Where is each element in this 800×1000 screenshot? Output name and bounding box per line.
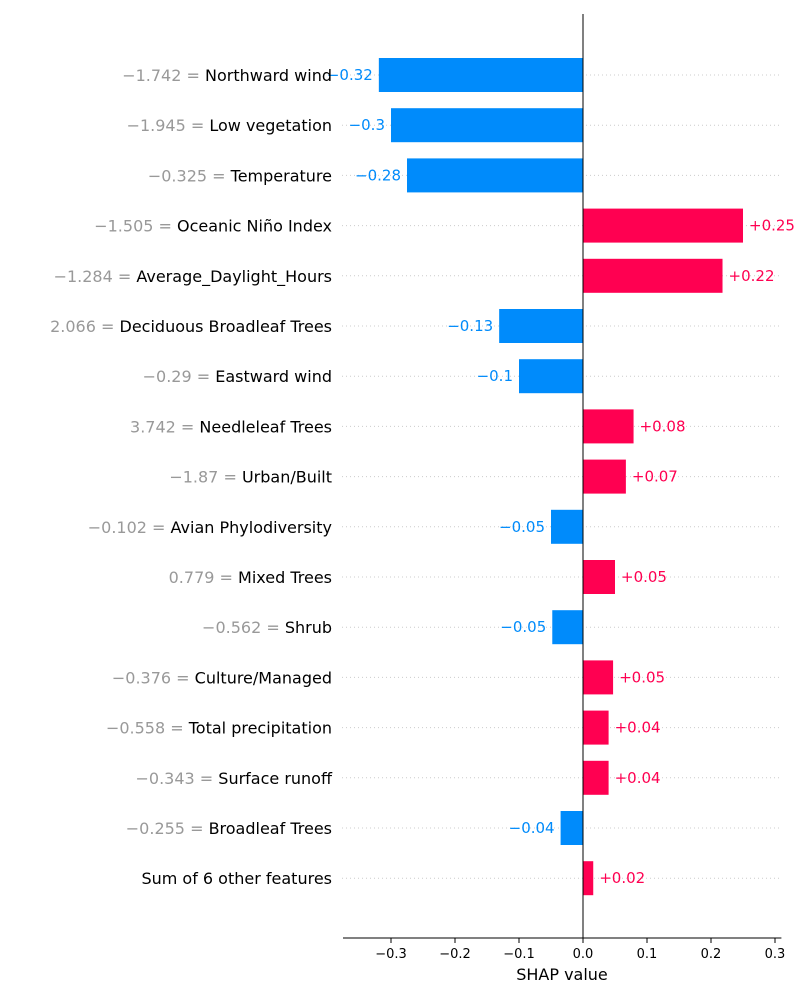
bar-value-label: +0.22 [729,267,775,285]
feature-name: Broadleaf Trees [209,819,332,838]
bar-value-label: +0.25 [749,217,795,235]
feature-name: Northward wind [205,66,332,85]
x-tick-label: −0.1 [503,947,535,962]
feature-value: −1.284 = [54,267,137,286]
feature-name: Culture/Managed [195,668,332,687]
bar [583,560,615,594]
feature-name: Eastward wind [215,367,332,386]
feature-label: −0.325 = Temperature [148,166,332,185]
bar [519,359,583,394]
bar [583,710,609,745]
bar-value-label: +0.02 [599,869,645,887]
feature-value: −1.505 = [94,217,177,236]
feature-name: Sum of 6 other features [141,869,332,888]
feature-value: 2.066 = [50,317,119,336]
feature-label: 3.742 = Needleleaf Trees [130,417,332,436]
feature-name: Avian Phylodiversity [171,518,332,537]
bar [583,760,609,795]
bar-value-label: +0.07 [632,468,678,486]
feature-name: Low vegetation [209,116,332,135]
x-tick-label: −0.2 [439,947,471,962]
bar-value-label: −0.28 [355,166,401,184]
feature-label: −1.742 = Northward wind [122,66,332,85]
feature-name: Shrub [285,618,332,637]
feature-label: −0.558 = Total precipitation [106,719,332,738]
feature-name: Urban/Built [242,468,332,487]
feature-label: 0.779 = Mixed Trees [169,568,332,587]
feature-name: Total precipitation [188,719,332,738]
feature-value: −0.343 = [135,769,218,788]
bar-value-label: −0.1 [477,367,513,385]
feature-name: Mixed Trees [238,568,332,587]
feature-label: −0.29 = Eastward wind [143,367,332,386]
bar [583,660,614,695]
feature-label: −1.945 = Low vegetation [127,116,332,135]
bar [583,409,634,444]
feature-name: Deciduous Broadleaf Trees [120,317,333,336]
feature-value: −0.102 = [88,518,171,537]
feature-value: 3.742 = [130,417,199,436]
feature-value: −0.255 = [126,819,209,838]
feature-value: −0.29 = [143,367,216,386]
bar-value-label: +0.04 [615,769,661,787]
bar [551,509,583,544]
bar [499,309,583,343]
bar-value-label: −0.04 [509,819,555,837]
gridlines [342,74,782,879]
feature-label: −0.343 = Surface runoff [135,769,332,788]
feature-value: −0.562 = [202,618,285,637]
feature-name: Needleleaf Trees [199,417,332,436]
feature-labels: −0.32−1.742 = Northward wind−0.3−1.945 =… [50,66,795,888]
feature-name: Temperature [230,166,332,185]
feature-name: Surface runoff [218,769,333,788]
bar-value-label: +0.08 [640,417,686,435]
bar-value-label: +0.05 [621,568,667,586]
bars [378,58,743,896]
feature-value: −1.742 = [122,66,205,85]
bar-value-label: −0.13 [447,317,493,335]
bar-value-label: +0.05 [619,668,665,686]
bar-value-label: −0.05 [500,618,546,636]
bar [407,158,583,193]
x-axis-title: SHAP value [516,965,608,984]
feature-value: 0.779 = [169,568,238,587]
x-axis: SHAP value −0.3 −0.2 −0.1 0.0 0.1 0.2 0.3 [343,14,785,984]
bar [583,208,743,243]
feature-value: −0.558 = [106,719,189,738]
feature-label: −0.562 = Shrub [202,618,332,637]
feature-name: Oceanic Niño Index [177,217,332,236]
feature-label: −1.87 = Urban/Built [169,468,332,487]
bar [378,58,583,92]
bar [583,861,594,896]
feature-label: −0.376 = Culture/Managed [112,668,332,687]
bar [560,811,583,845]
feature-label: −1.505 = Oceanic Niño Index [94,217,332,236]
bar-value-label: −0.05 [499,518,545,536]
feature-label: Sum of 6 other features [141,869,332,888]
x-tick-label: 0.2 [701,947,722,962]
feature-value: −1.945 = [127,116,210,135]
feature-value: −1.87 = [169,468,242,487]
x-tick-label: −0.3 [375,947,407,962]
feature-label: 2.066 = Deciduous Broadleaf Trees [50,317,332,336]
feature-value: −0.376 = [112,668,195,687]
bar [391,108,583,143]
bar-value-label: +0.04 [615,719,661,737]
x-tick-label: 0.3 [765,947,786,962]
feature-value: −0.325 = [148,166,231,185]
x-tick-label: 0.1 [637,947,658,962]
bar [583,258,723,293]
bar [583,459,626,494]
bar [552,610,583,645]
x-tick-label: 0.0 [573,947,594,962]
feature-name: Average_Daylight_Hours [136,267,332,287]
bar-value-label: −0.32 [327,66,373,84]
feature-label: −0.102 = Avian Phylodiversity [88,518,332,537]
bar-value-label: −0.3 [349,116,385,134]
feature-label: −0.255 = Broadleaf Trees [126,819,332,838]
feature-label: −1.284 = Average_Daylight_Hours [54,267,332,287]
